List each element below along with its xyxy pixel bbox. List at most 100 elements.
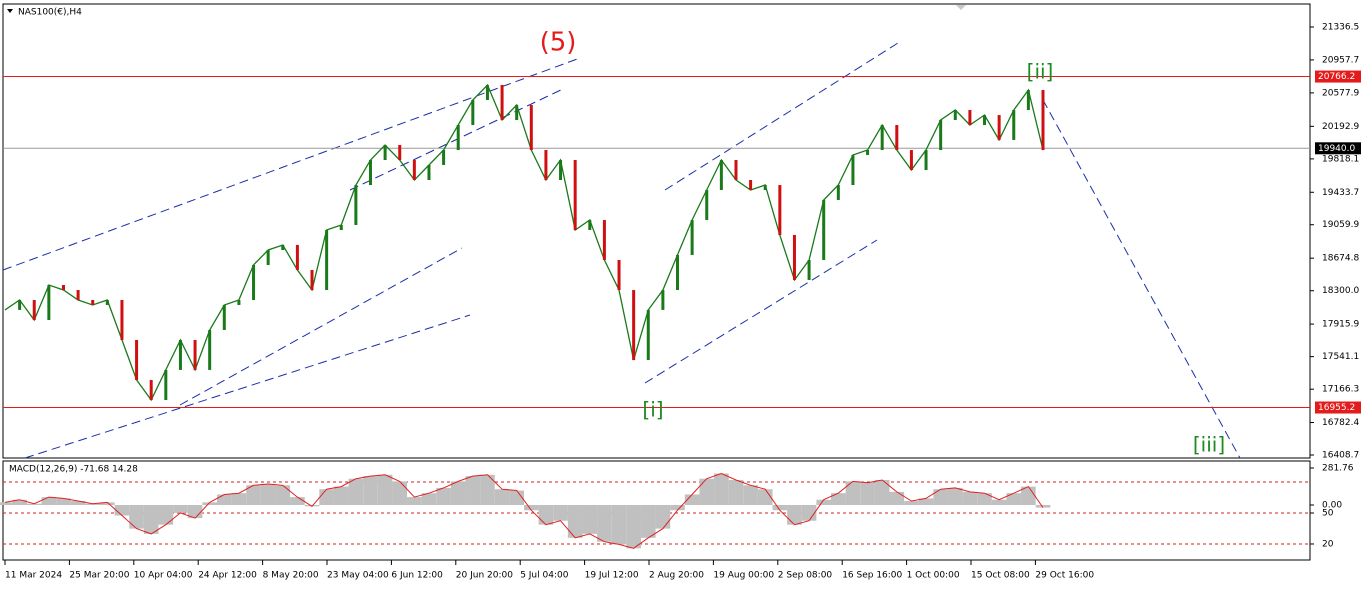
price-label: 20766.2 — [1318, 72, 1355, 82]
x-tick-label: 6 Jun 12:00 — [391, 571, 443, 581]
candle — [573, 160, 577, 231]
x-tick-label: 5 Jul 04:00 — [520, 571, 569, 581]
macd-bar — [538, 504, 554, 525]
price-label-box — [1315, 142, 1361, 155]
macd-tick-label: 50 — [1322, 508, 1334, 518]
macd-bar — [831, 493, 846, 505]
macd-bar — [436, 487, 451, 505]
macd-bar — [962, 491, 978, 505]
macd-tick-label: 281.76 — [1322, 463, 1354, 473]
macd-bar — [465, 476, 481, 505]
macd-bar — [12, 499, 27, 505]
macd-bar — [114, 504, 130, 516]
y-tick-label: 18674.8 — [1322, 254, 1359, 264]
candle — [983, 115, 987, 126]
x-tick-label: 1 Oct 00:00 — [907, 571, 960, 581]
macd-bar — [333, 486, 349, 505]
macd-signal — [4, 472, 1044, 549]
macd-bar — [553, 504, 568, 521]
macd-bar — [684, 494, 700, 505]
candle — [968, 109, 972, 126]
candle — [412, 160, 416, 180]
candle — [676, 254, 680, 291]
candle — [500, 84, 504, 120]
macd-bar — [377, 474, 393, 505]
candle — [924, 150, 928, 171]
y-tick-label: 17541.1 — [1322, 352, 1359, 362]
menu-arrow[interactable] — [7, 9, 13, 13]
candle — [749, 179, 753, 190]
macd-bar — [1006, 493, 1022, 505]
y-tick-label: 16408.7 — [1322, 450, 1359, 460]
candle — [91, 300, 95, 305]
macd-bar — [216, 494, 232, 505]
macd-bar — [407, 497, 422, 505]
macd-bar — [933, 489, 948, 505]
candle — [822, 199, 826, 260]
candle — [544, 150, 548, 180]
macd-bar — [904, 501, 919, 505]
x-tick-label: 11 Mar 2024 — [5, 571, 62, 581]
y-tick-label: 20192.9 — [1322, 122, 1359, 132]
macd-bar — [860, 482, 875, 505]
candle — [61, 284, 65, 291]
macd-bar — [845, 481, 861, 505]
candle — [880, 125, 884, 151]
x-tick-label: 15 Oct 08:00 — [971, 571, 1030, 581]
macd-tick-label: 20 — [1322, 539, 1334, 549]
macd-bar — [801, 504, 817, 521]
price-line — [4, 83, 1044, 402]
macd-bar — [626, 504, 641, 549]
macd-bar — [714, 473, 729, 505]
candle — [690, 220, 694, 255]
candle — [47, 284, 51, 320]
candle — [252, 265, 256, 301]
candle — [1012, 109, 1016, 140]
candle — [32, 300, 36, 320]
macd-bar — [567, 504, 583, 538]
macd-bar — [947, 487, 963, 505]
candle — [281, 244, 285, 250]
y-tick-label: 18300.0 — [1322, 286, 1359, 296]
candle — [398, 144, 402, 161]
candle — [617, 259, 621, 291]
macd-bar — [290, 497, 305, 505]
macd-bar — [874, 480, 890, 505]
macd-bar — [699, 478, 715, 505]
macd-bar — [421, 493, 437, 505]
candle — [807, 259, 811, 280]
candle — [18, 300, 22, 310]
macd-bar — [246, 485, 261, 505]
macd-bar — [129, 504, 144, 529]
macd-bar — [670, 504, 685, 511]
candle — [515, 104, 519, 120]
candle — [76, 290, 80, 301]
candle — [368, 160, 372, 186]
candle — [193, 339, 197, 370]
candle — [383, 144, 387, 161]
macd-bar — [275, 485, 291, 505]
y-tick-label: 17915.9 — [1322, 320, 1359, 330]
wave-label: [i] — [642, 398, 663, 422]
macd-bar — [655, 504, 671, 529]
shift-marker[interactable] — [956, 5, 966, 10]
macd-bar — [70, 501, 86, 505]
macd-label: MACD(12,26,9) -71.68 14.28 — [9, 465, 138, 475]
candle — [208, 329, 212, 370]
x-tick-label: 10 Apr 04:00 — [134, 571, 193, 581]
x-tick-label: 19 Aug 00:00 — [713, 571, 774, 581]
candle — [866, 150, 870, 155]
candle — [485, 84, 489, 101]
macd-bar — [816, 499, 832, 505]
price-label-box — [1315, 401, 1361, 414]
candle — [456, 125, 460, 151]
candle — [895, 125, 899, 151]
candle — [354, 185, 358, 225]
candle — [120, 300, 124, 340]
macd-bar — [743, 485, 758, 505]
x-tick-label: 2 Aug 20:00 — [649, 571, 704, 581]
macd-bar — [143, 504, 159, 534]
x-tick-label: 20 Jun 20:00 — [456, 571, 513, 581]
candle — [1026, 90, 1030, 110]
candle — [266, 249, 270, 266]
